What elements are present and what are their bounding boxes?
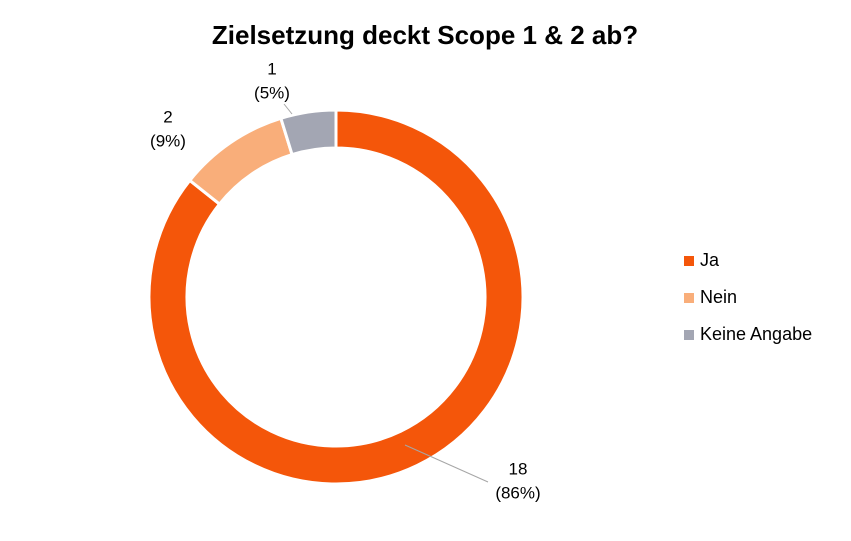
- percent-label: (5%): [254, 83, 290, 102]
- donut-slice: [187, 116, 294, 207]
- donut-slice: [279, 108, 338, 157]
- donut-slice: [147, 108, 525, 486]
- data-label: 1: [267, 59, 276, 78]
- leader-line: [283, 103, 293, 115]
- chart-title: Zielsetzung deckt Scope 1 & 2 ab?: [212, 20, 638, 50]
- percent-label: (86%): [495, 483, 540, 502]
- data-label: 18: [509, 459, 528, 478]
- leader-line: [404, 444, 489, 483]
- data-label: 2: [163, 107, 172, 126]
- legend-swatch: [684, 293, 694, 303]
- legend-label: Ja: [700, 250, 720, 270]
- legend-label: Keine Angabe: [700, 324, 812, 344]
- percent-label: (9%): [150, 131, 186, 150]
- legend-label: Nein: [700, 287, 737, 307]
- legend-swatch: [684, 330, 694, 340]
- legend-swatch: [684, 256, 694, 266]
